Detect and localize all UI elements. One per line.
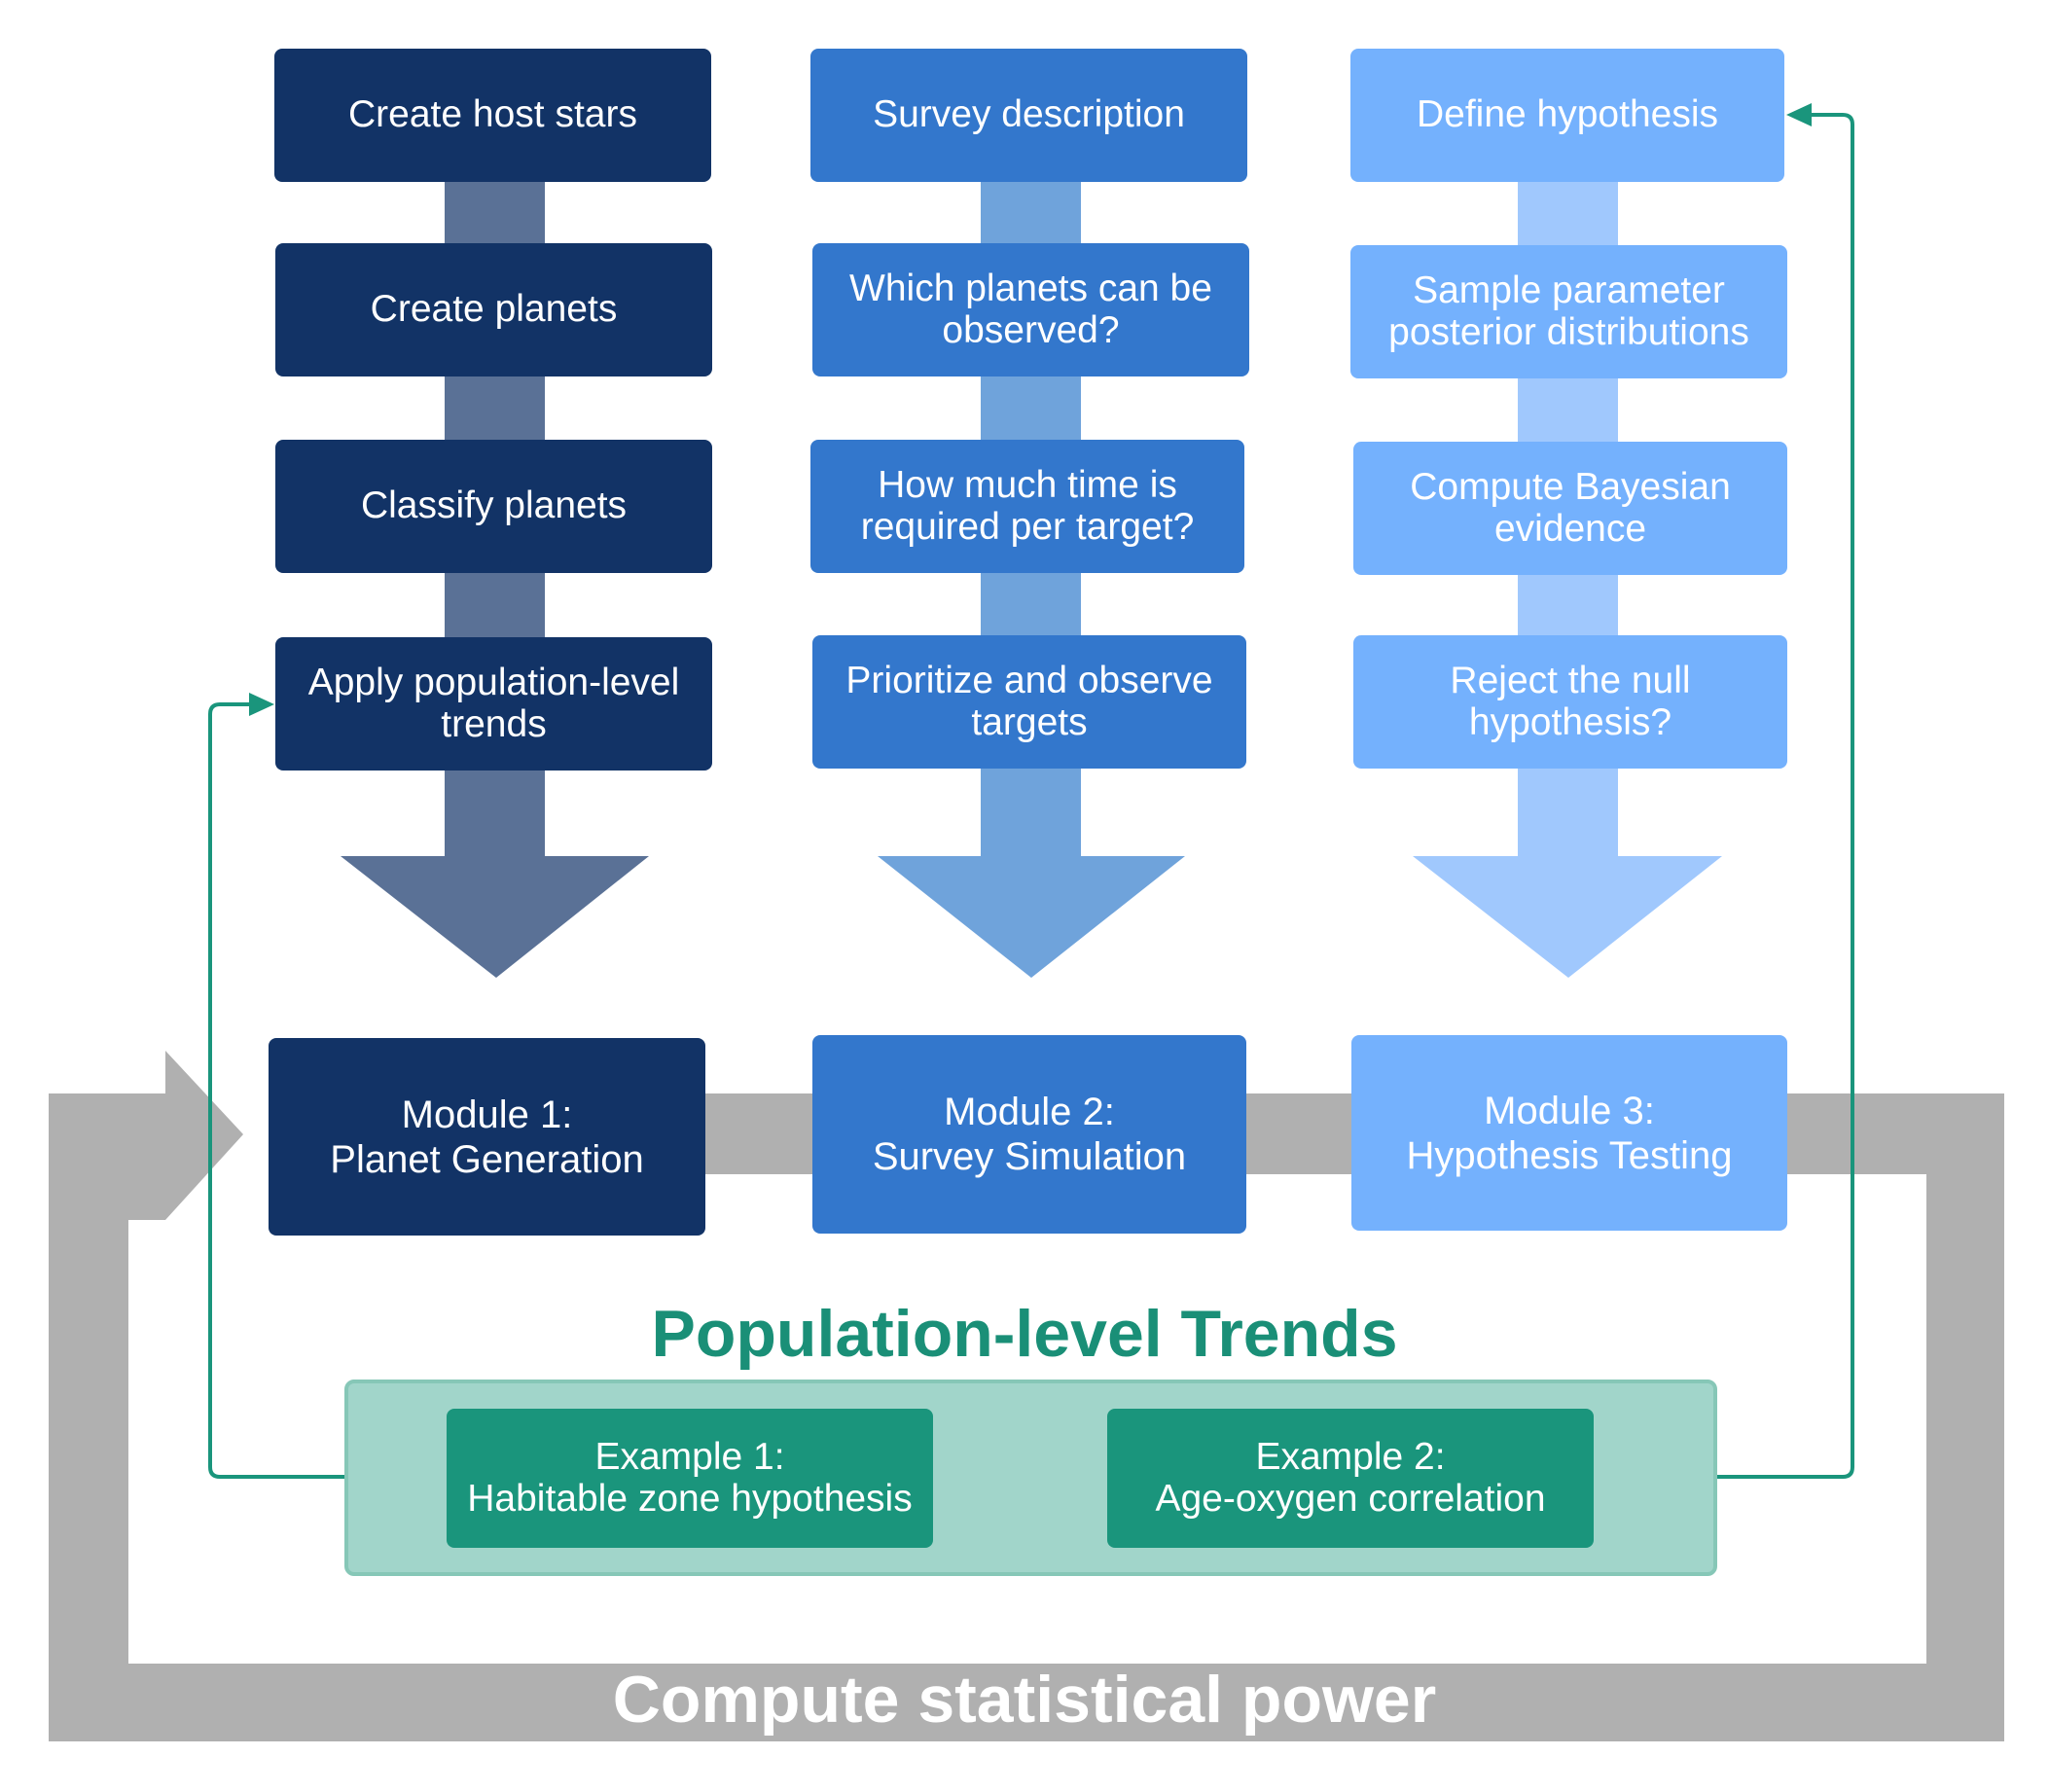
step-bayesian-evidence: Compute Bayesian evidence: [1353, 442, 1787, 575]
statistical-power-loop: [49, 1093, 2004, 1741]
step-define-hypothesis: Define hypothesis: [1350, 49, 1784, 182]
trend-connector-left-arrow-icon: [249, 693, 274, 716]
step-classify-planets: Classify planets: [275, 440, 712, 573]
trend-connector-right: [1717, 113, 1854, 1479]
step-create-host-stars: Create host stars: [274, 49, 711, 182]
step-time-per-target: How much time is required per target?: [810, 440, 1244, 573]
module3-flow-arrow: [1413, 180, 1722, 978]
module-1-planet-generation: Module 1: Planet Generation: [269, 1038, 705, 1236]
step-apply-trends: Apply population-level trends: [275, 637, 712, 771]
example-1-habitable-zone: Example 1: Habitable zone hypothesis: [447, 1409, 933, 1548]
loop-arrow-head-icon: [165, 1051, 243, 1220]
module2-flow-arrow: [878, 180, 1185, 978]
module-link-bar-1: [701, 1093, 817, 1174]
trend-connector-left: [208, 702, 344, 1479]
step-observable-planets: Which planets can be observed?: [812, 243, 1249, 376]
module-3-hypothesis-testing: Module 3: Hypothesis Testing: [1351, 1035, 1787, 1231]
module-2-survey-simulation: Module 2: Survey Simulation: [812, 1035, 1246, 1234]
step-survey-description: Survey description: [810, 49, 1247, 182]
statistical-power-label: Compute statistical power: [612, 1663, 1437, 1737]
trend-connector-right-arrow-icon: [1786, 103, 1812, 126]
step-create-planets: Create planets: [275, 243, 712, 376]
step-prioritize-observe: Prioritize and observe targets: [812, 635, 1246, 769]
module-link-bar-2: [1236, 1093, 1352, 1174]
population-trends-title: Population-level Trends: [651, 1297, 1398, 1371]
step-sample-posteriors: Sample parameter posterior distributions: [1350, 245, 1787, 378]
module1-flow-arrow: [341, 180, 649, 978]
example-2-age-oxygen: Example 2: Age-oxygen correlation: [1107, 1409, 1594, 1548]
step-reject-null: Reject the null hypothesis?: [1353, 635, 1787, 769]
